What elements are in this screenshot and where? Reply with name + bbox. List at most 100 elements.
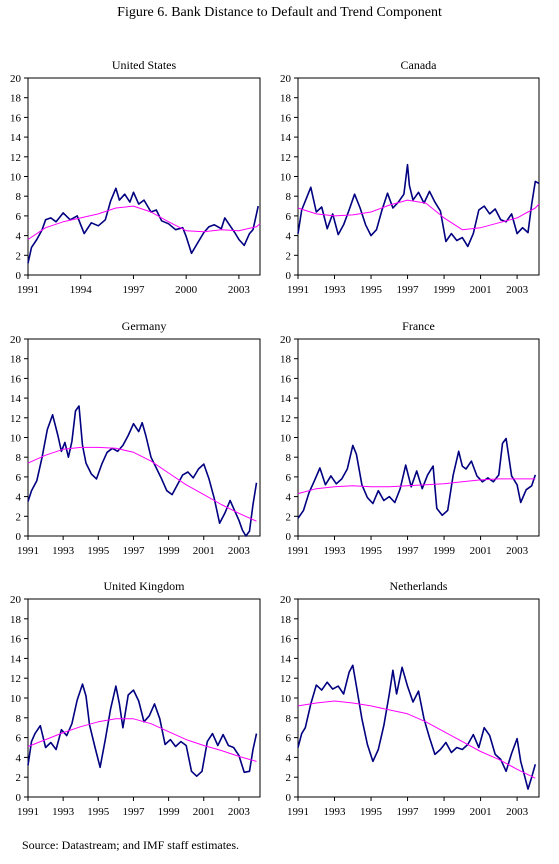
canada-ytick-label: 8	[286, 191, 292, 203]
united-states-trend-line	[27, 205, 261, 240]
united-states-title: United States	[112, 58, 177, 72]
figure-title: Figure 6. Bank Distance to Default and T…	[117, 5, 442, 20]
canada-ytick-label: 0	[286, 270, 292, 282]
netherlands-ytick-label: 14	[280, 653, 292, 665]
canada-trend-line	[297, 199, 540, 231]
united-states-ytick-label: 10	[10, 172, 22, 184]
germany-ytick-label: 8	[16, 452, 22, 464]
united-kingdom-trend-line	[27, 718, 257, 762]
netherlands-plot-frame	[297, 598, 540, 798]
germany-xtick-label: 1995	[87, 545, 110, 557]
germany-distance-to-default-line	[27, 405, 258, 537]
united-states-ytick-label: 0	[16, 270, 22, 282]
united-states-ytick-label: 6	[16, 211, 22, 223]
germany-ytick-label: 0	[16, 531, 22, 543]
canada-xtick-label: 1993	[324, 284, 347, 296]
germany-ytick-label: 20	[10, 334, 22, 346]
netherlands-ytick-label: 12	[280, 673, 291, 685]
source-note: Source: Datastream; and IMF staff estima…	[22, 838, 240, 852]
germany-trend-line	[27, 446, 257, 522]
united-states-xtick-label: 1997	[122, 284, 145, 296]
canada-distance-to-default-line	[297, 163, 540, 248]
france-ytick-label: 10	[280, 433, 292, 445]
france-ytick-label: 20	[280, 334, 292, 346]
netherlands-xtick-label: 2003	[506, 806, 529, 818]
united-kingdom-distance-to-default-line	[27, 683, 258, 778]
united-states-ytick-label: 2	[16, 250, 22, 262]
france-ytick-label: 18	[280, 354, 292, 366]
canada-xtick-label: 1999	[433, 284, 456, 296]
france-xtick-label: 2003	[506, 545, 529, 557]
canada-ytick-label: 20	[280, 73, 292, 85]
united-states-distance-to-default-line	[27, 187, 259, 264]
france-xtick-label: 1997	[397, 545, 420, 557]
germany-xtick-label: 1993	[52, 545, 75, 557]
germany-xtick-label: 1991	[17, 545, 39, 557]
france-xtick-label: 1995	[360, 545, 383, 557]
france-xtick-label: 2001	[470, 545, 492, 557]
united-kingdom-xtick-label: 1991	[17, 806, 39, 818]
united-kingdom-ytick-label: 10	[10, 693, 22, 705]
france-ytick-label: 0	[286, 531, 292, 543]
netherlands-xtick-label: 1991	[287, 806, 309, 818]
germany-xtick-label: 2003	[228, 545, 251, 557]
canada-xtick-label: 2001	[470, 284, 492, 296]
germany-xtick-label: 1999	[158, 545, 181, 557]
germany-ytick-label: 6	[16, 472, 22, 484]
united-kingdom-plot-frame	[27, 598, 261, 798]
germany-ytick-label: 12	[10, 413, 21, 425]
canada-title: Canada	[401, 58, 438, 72]
united-kingdom-ytick-label: 0	[16, 792, 22, 804]
france-title: France	[402, 319, 435, 333]
canada-plot-frame	[297, 77, 540, 276]
france-ytick-label: 14	[280, 393, 292, 405]
united-kingdom-ytick-label: 4	[16, 752, 22, 764]
united-states-xtick-label: 1991	[17, 284, 39, 296]
united-kingdom-ytick-label: 14	[10, 653, 22, 665]
netherlands-xtick-label: 1993	[324, 806, 347, 818]
canada-ytick-label: 12	[280, 152, 291, 164]
united-kingdom-ytick-label: 20	[10, 594, 22, 606]
germany-ytick-label: 14	[10, 393, 22, 405]
united-states-xtick-label: 2003	[228, 284, 251, 296]
canada-xtick-label: 2003	[506, 284, 529, 296]
united-states-plot-frame	[27, 77, 261, 276]
canada-ytick-label: 16	[280, 112, 292, 124]
france-ytick-label: 2	[286, 511, 292, 523]
united-states-ytick-label: 16	[10, 112, 22, 124]
germany-xtick-label: 2001	[193, 545, 215, 557]
netherlands-ytick-label: 16	[280, 634, 292, 646]
canada-xtick-label: 1991	[287, 284, 309, 296]
france-plot-frame	[297, 338, 540, 537]
canada-ytick-label: 6	[286, 211, 292, 223]
united-kingdom-ytick-label: 8	[16, 713, 22, 725]
united-kingdom-ytick-label: 2	[16, 772, 22, 784]
france-ytick-label: 4	[286, 492, 292, 504]
united-kingdom-ytick-label: 6	[16, 733, 22, 745]
germany-ytick-label: 2	[16, 511, 22, 523]
netherlands-xtick-label: 1995	[360, 806, 383, 818]
germany-ytick-label: 4	[16, 492, 22, 504]
netherlands-ytick-label: 2	[286, 772, 292, 784]
netherlands-ytick-label: 18	[280, 614, 292, 626]
france-xtick-label: 1999	[433, 545, 456, 557]
united-kingdom-ytick-label: 12	[10, 673, 21, 685]
germany-ytick-label: 10	[10, 433, 22, 445]
united-states-ytick-label: 4	[16, 231, 22, 243]
netherlands-ytick-label: 0	[286, 792, 292, 804]
netherlands-xtick-label: 1999	[433, 806, 456, 818]
netherlands-title: Netherlands	[390, 579, 448, 593]
united-kingdom-xtick-label: 2001	[193, 806, 215, 818]
canada-xtick-label: 1995	[360, 284, 383, 296]
united-states-xtick-label: 1994	[70, 284, 93, 296]
united-states-ytick-label: 14	[10, 132, 22, 144]
united-kingdom-xtick-label: 1999	[158, 806, 181, 818]
france-ytick-label: 12	[280, 413, 291, 425]
netherlands-ytick-label: 20	[280, 594, 292, 606]
united-states-ytick-label: 20	[10, 73, 22, 85]
canada-ytick-label: 10	[280, 172, 292, 184]
united-states-xtick-label: 2000	[175, 284, 198, 296]
canada-ytick-label: 2	[286, 250, 292, 262]
netherlands-ytick-label: 10	[280, 693, 292, 705]
united-kingdom-ytick-label: 18	[10, 614, 22, 626]
